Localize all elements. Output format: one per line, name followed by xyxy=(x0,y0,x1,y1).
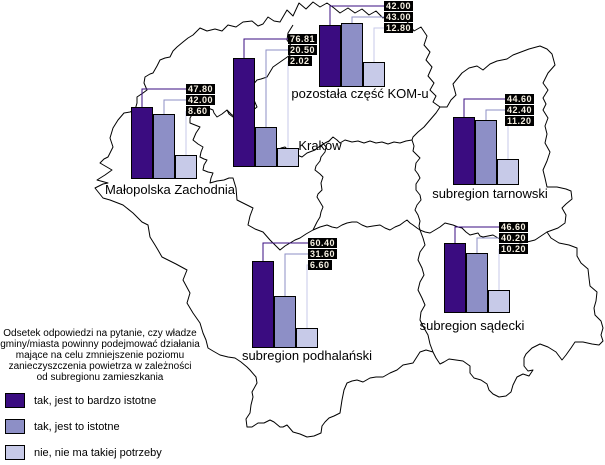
callout-line-subregion-podhalanski-s2 xyxy=(306,264,308,328)
value-label-subregion-podhalanski-s2: 6.60 xyxy=(308,260,332,270)
callout-line-subregion-tarnowski-s0 xyxy=(463,98,505,117)
bar-malopolska-zachodnia-s1 xyxy=(153,114,175,179)
callout-line-subregion-podhalanski-s0 xyxy=(262,242,308,261)
bar-subregion-podhalanski-s0 xyxy=(252,261,274,348)
value-label-malopolska-zachodnia-s2: 8.60 xyxy=(186,106,210,116)
value-label-subregion-podhalanski-s0: 60.40 xyxy=(308,238,338,248)
region-label-subregion-tarnowski: subregion tarnowski xyxy=(432,186,548,201)
map-caption: Odsetek odpowiedzi na pytanie, czy władz… xyxy=(0,328,200,383)
region-label-subregion-sadecki: subregion sądecki xyxy=(419,318,525,333)
bar-subregion-sadecki-s1 xyxy=(466,253,488,313)
boundary-kom-inner xyxy=(312,141,327,231)
callout-line-pozostala-czesc-kom-s2 xyxy=(373,27,384,62)
value-label-subregion-sadecki-s1: 40.20 xyxy=(499,233,529,243)
value-label-malopolska-zachodnia-s1: 42.00 xyxy=(186,95,216,105)
bar-subregion-podhalanski-s2 xyxy=(296,328,318,348)
value-label-subregion-tarnowski-s1: 42.40 xyxy=(505,105,535,115)
bar-subregion-sadecki-s0 xyxy=(444,243,466,313)
callout-line-pozostala-czesc-kom-s1 xyxy=(351,16,384,23)
boundary-podhalanski-sadecki xyxy=(417,229,434,353)
caption-line: mające na celu zmniejszenie poziomu xyxy=(15,350,185,361)
bar-malopolska-zachodnia-s0 xyxy=(131,107,153,179)
value-label-subregion-tarnowski-s0: 44.60 xyxy=(505,94,535,104)
value-label-pozostala-czesc-kom-s2: 12.80 xyxy=(384,23,414,33)
bar-subregion-podhalanski-s1 xyxy=(274,296,296,348)
value-label-pozostala-czesc-kom-s1: 43.00 xyxy=(384,12,414,22)
caption-line: gminy/miasta powinny podejmować działani… xyxy=(0,339,200,350)
region-label-subregion-podhalanski: subregion podhalański xyxy=(241,348,373,363)
legend-swatch-medium-purple xyxy=(5,419,25,434)
value-label-krakow-s0: 76.81 xyxy=(288,34,318,44)
callout-line-krakow-s0 xyxy=(243,38,288,58)
callout-line-subregion-podhalanski-s1 xyxy=(284,253,308,296)
value-label-subregion-podhalanski-s1: 31.60 xyxy=(308,249,338,259)
callout-line-malopolska-zachodnia-s1 xyxy=(163,99,186,114)
value-label-subregion-tarnowski-s2: 11.20 xyxy=(505,116,534,126)
bar-subregion-tarnowski-s2 xyxy=(497,159,519,185)
value-label-pozostala-czesc-kom-s0: 42.00 xyxy=(384,1,414,11)
callout-line-subregion-sadecki-s0 xyxy=(454,226,499,243)
bar-subregion-tarnowski-s0 xyxy=(453,117,475,185)
bar-pozostala-czesc-kom-s2 xyxy=(363,62,385,87)
legend-swatch-light-purple xyxy=(5,445,25,460)
value-label-krakow-s2: 2.02 xyxy=(288,56,312,66)
region-label-malopolska-zachodnia: Małopolska Zachodnia xyxy=(104,182,236,197)
bar-subregion-tarnowski-s1 xyxy=(475,120,497,185)
value-label-malopolska-zachodnia-s0: 47.80 xyxy=(186,84,216,94)
callout-line-subregion-tarnowski-s2 xyxy=(505,120,509,159)
region-label-krakow: Kraków xyxy=(298,138,342,153)
legend-label: nie, nie ma takiej potrzeby xyxy=(34,447,162,459)
callout-line-subregion-tarnowski-s1 xyxy=(485,109,505,120)
legend-label: tak, jest to istotne xyxy=(34,421,120,433)
legend-label: tak, jest to bardzo istotne xyxy=(34,395,157,407)
caption-line: zanieczyszczenia powietrza w zależności xyxy=(8,361,192,372)
caption-line: Odsetek odpowiedzi na pytanie, czy władz… xyxy=(3,328,197,339)
value-label-subregion-sadecki-s2: 10.20 xyxy=(499,244,529,254)
value-label-krakow-s1: 20.50 xyxy=(288,45,318,55)
callout-line-krakow-s1 xyxy=(265,49,288,127)
bar-pozostala-czesc-kom-s1 xyxy=(341,23,363,87)
boundary-kom-tarnowski xyxy=(411,106,441,231)
voivodeship-outer-boundary xyxy=(94,1,604,438)
bar-subregion-sadecki-s2 xyxy=(488,290,510,313)
value-label-subregion-sadecki-s0: 46.60 xyxy=(499,222,529,232)
callout-line-pozostala-czesc-kom-s0 xyxy=(329,5,384,25)
region-label-pozostala-czesc-kom: pozostała część KOM-u xyxy=(291,86,429,101)
callout-line-malopolska-zachodnia-s0 xyxy=(141,88,186,107)
bar-krakow-s2 xyxy=(277,148,299,167)
legend-swatch-dark-purple xyxy=(5,393,25,408)
bar-pozostala-czesc-kom-s0 xyxy=(319,25,341,87)
bar-krakow-s0 xyxy=(233,58,255,167)
callout-line-subregion-sadecki-s1 xyxy=(476,237,499,253)
bar-krakow-s1 xyxy=(255,127,277,167)
caption-line: od subregionu zamieszkania xyxy=(36,372,164,383)
bar-malopolska-zachodnia-s2 xyxy=(175,155,197,179)
